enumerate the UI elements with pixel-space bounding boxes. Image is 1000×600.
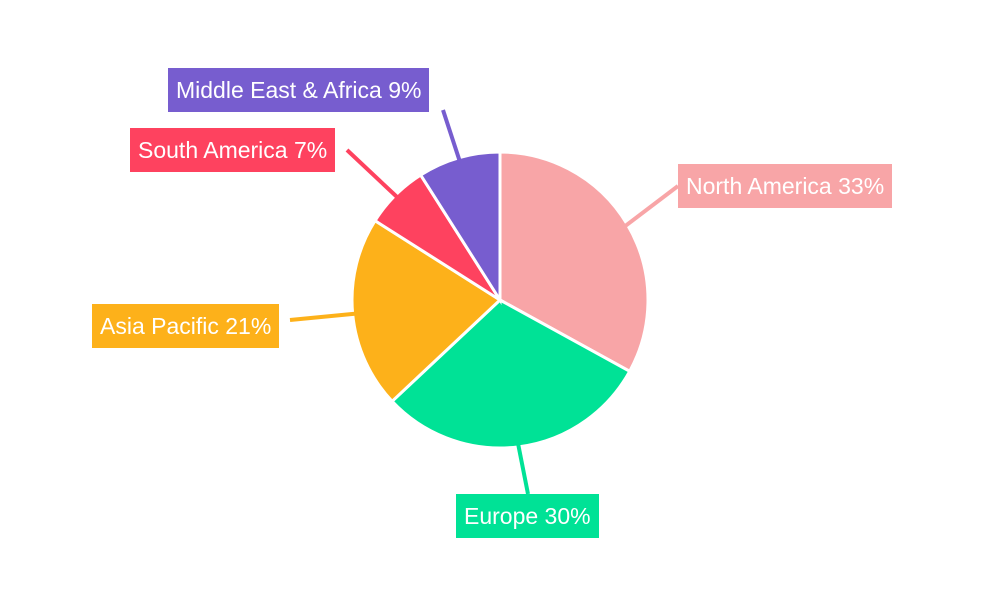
label-asia-pacific: Asia Pacific 21% [92, 304, 280, 348]
leader-line [624, 184, 680, 228]
label-middle-east-africa: Middle East & Africa 9% [168, 68, 430, 112]
label-north-america: North America 33% [678, 164, 893, 208]
label-south-america: South America 7% [130, 128, 336, 172]
leader-line [516, 444, 530, 495]
leader-line [441, 109, 462, 161]
leader-line [345, 148, 399, 199]
label-europe: Europe 30% [456, 494, 599, 538]
leader-line [289, 311, 355, 322]
